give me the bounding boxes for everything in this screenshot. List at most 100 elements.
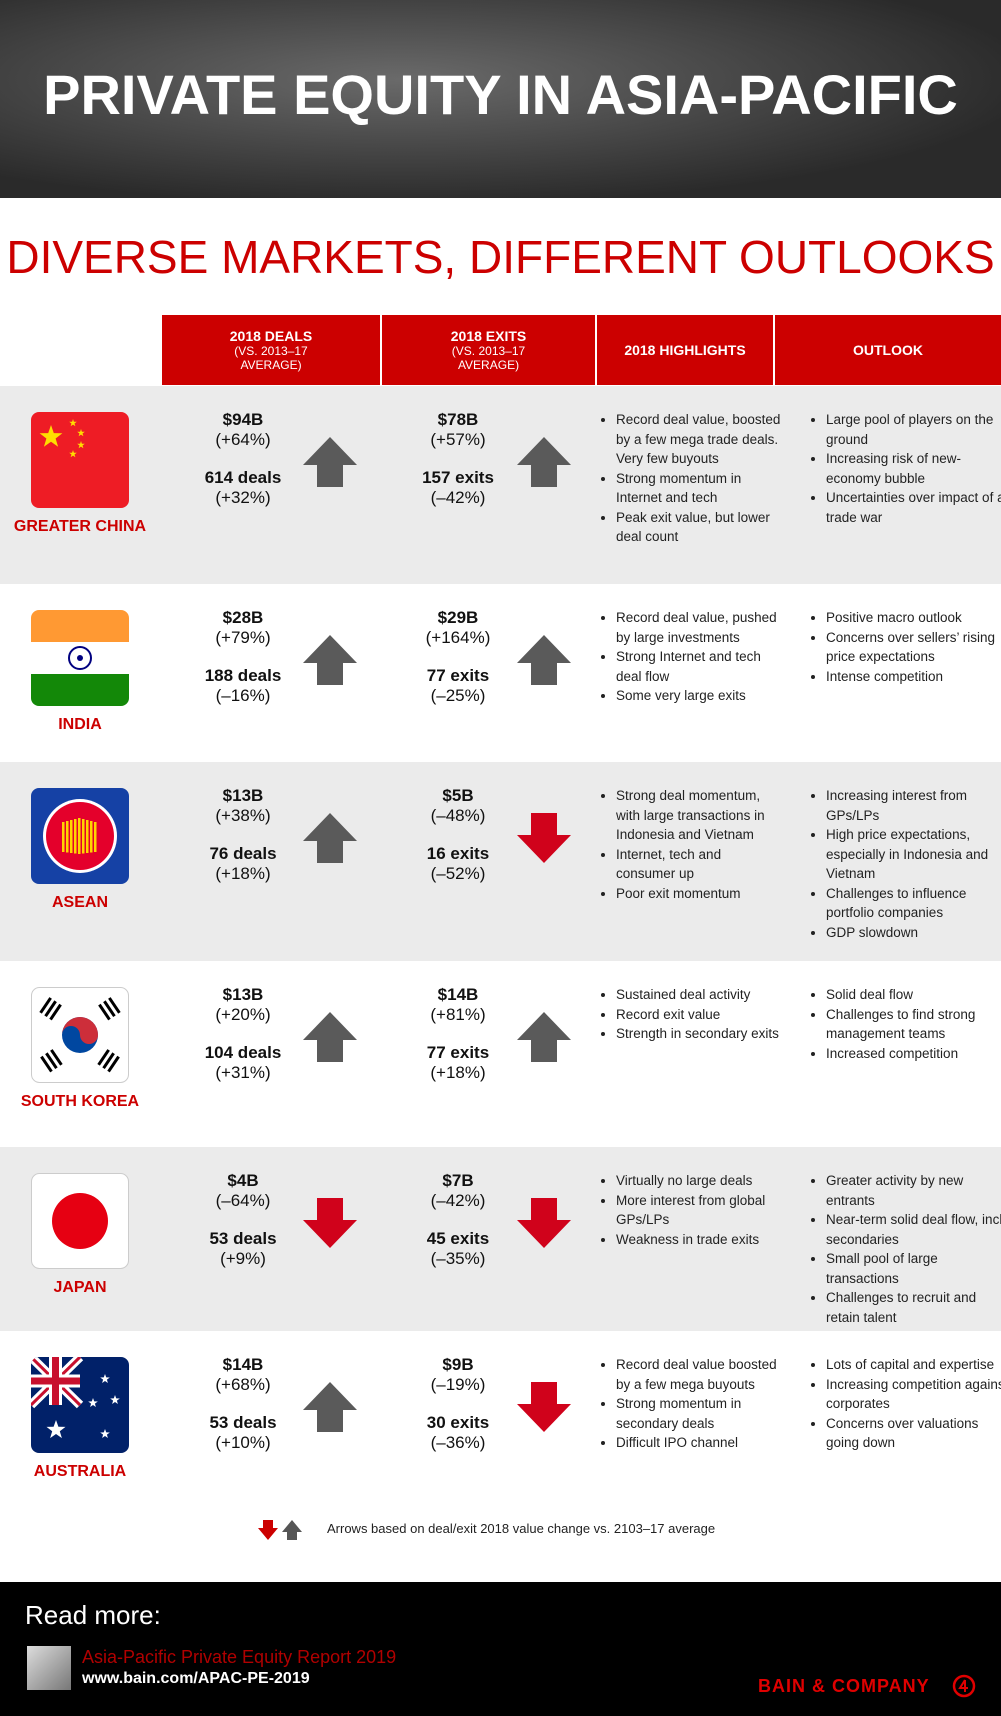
outlook-item: Solid deal flow — [826, 985, 1001, 1005]
exits-text: (–42%) — [430, 1191, 486, 1210]
outlook-item: Near-term solid deal flow, incl. seconda… — [826, 1210, 1001, 1249]
report-link[interactable]: Asia-Pacific Private Equity Report 2019 — [82, 1647, 397, 1667]
brand: BAIN & COMPANY — [758, 1676, 930, 1696]
arrow-up — [517, 635, 571, 685]
exits-text: (+57%) — [430, 430, 486, 449]
arrow-up — [303, 1012, 357, 1062]
highlight-item: Strong deal momentum, with large transac… — [616, 786, 784, 845]
deals-text: 76 deals — [209, 844, 277, 863]
exits-text: 77 exits — [426, 666, 490, 685]
column-note: (VS. 2013–17 AVERAGE) — [234, 344, 308, 372]
flag — [31, 1357, 129, 1453]
column-header: 2018 DEALS (VS. 2013–17 AVERAGE) — [162, 315, 380, 385]
exits-text: $29B — [437, 608, 479, 627]
exits-text: 30 exits — [426, 1413, 490, 1432]
highlight-item: Record deal value boosted by a few mega … — [616, 1355, 784, 1394]
highlight-item: Difficult IPO channel — [616, 1433, 784, 1453]
outlook-item: GDP slowdown — [826, 923, 1001, 943]
column-header: OUTLOOK — [775, 315, 1001, 385]
highlight-item: Internet, tech and consumer up — [616, 845, 784, 884]
arrow-up — [303, 437, 357, 487]
arrow-shape — [517, 813, 571, 863]
arrow-shape — [517, 1198, 571, 1248]
outlook-item: Challenges to find strong management tea… — [826, 1005, 1001, 1044]
exits-text: 16 exits — [426, 844, 490, 863]
highlight-item: Poor exit momentum — [616, 884, 784, 904]
outlook-list: Lots of capital and expertiseIncreasing … — [814, 1355, 1001, 1453]
outlook-list: Solid deal flowChallenges to find strong… — [814, 985, 1001, 1063]
flag — [31, 412, 129, 508]
outlook-item: High price expectations, especially in I… — [826, 825, 1001, 884]
arrow-shape — [303, 1382, 357, 1432]
deals-text: (+9%) — [220, 1249, 266, 1268]
arrow-shape — [517, 1382, 571, 1432]
highlights-list: Strong deal momentum, with large transac… — [604, 786, 784, 903]
arrow-shape — [303, 437, 357, 487]
highlight-item: Record deal value, boosted by a few mega… — [616, 410, 784, 469]
column-title: 2018 EXITS — [450, 328, 527, 344]
arrow-shape — [517, 635, 571, 685]
column-header: 2018 HIGHLIGHTS — [597, 315, 773, 385]
legend-arrows — [258, 1520, 302, 1540]
outlook-item: Intense competition — [826, 667, 1001, 687]
arrow-up — [303, 813, 357, 863]
deals-text: (+32%) — [215, 488, 271, 507]
deals-text: 104 deals — [204, 1043, 282, 1062]
table-row: SOUTH KOREA $13B (+20%) 104 deals (+31%) $14B… — [0, 961, 1001, 1147]
exits-text: (–19%) — [430, 1375, 486, 1394]
arrow-down — [517, 1198, 571, 1248]
highlights-list: Sustained deal activityRecord exit value… — [604, 985, 784, 1044]
exits-text: 157 exits — [422, 468, 494, 487]
deals-text: (+18%) — [215, 864, 271, 883]
read-more: Read more: — [25, 1600, 161, 1630]
outlook-item: Concerns over valuations going down — [826, 1414, 1001, 1453]
brand-logo — [952, 1674, 976, 1698]
table-row: JAPAN $4B (–64%) 53 deals (+9%) $7B (–42%) 45 e… — [0, 1147, 1001, 1331]
exits-text: $9B — [442, 1355, 474, 1374]
outlook-item: Uncertainties over impact of a trade war — [826, 488, 1001, 527]
country-name: INDIA — [58, 716, 102, 733]
outlook-item: Increasing risk of new-economy bubble — [826, 449, 1001, 488]
flag — [31, 610, 129, 706]
flag — [31, 788, 129, 884]
outlook-item: Challenges to recruit and retain talent — [826, 1288, 1001, 1327]
outlook-list: Greater activity by new entrantsNear-ter… — [814, 1171, 1001, 1327]
column-title: 2018 HIGHLIGHTS — [624, 342, 746, 358]
exits-text: (+81%) — [430, 1005, 486, 1024]
outlook-item: Large pool of players on the ground — [826, 410, 1001, 449]
table-row: GREATER CHINA $94B (+64%) 614 deals (+32%) $7… — [0, 386, 1001, 584]
column-note: (VS. 2013–17 AVERAGE) — [451, 344, 526, 372]
table-row: ASEAN $13B (+38%) 76 deals (+18%) $5B (–48%) 16… — [0, 762, 1001, 961]
outlook-list: Large pool of players on the groundIncre… — [814, 410, 1001, 527]
deals-text: 53 deals — [209, 1413, 277, 1432]
highlights-list: Record deal value boosted by a few mega … — [604, 1355, 784, 1453]
arrow-down — [517, 1382, 571, 1432]
header-band — [0, 0, 1001, 198]
arrow-up — [517, 1012, 571, 1062]
outlook-item: Increasing competition against corporate… — [826, 1375, 1001, 1414]
highlight-item: More interest from global GPs/LPs — [616, 1191, 784, 1230]
outlook-item: Lots of capital and expertise — [826, 1355, 1001, 1375]
deals-text: (–16%) — [215, 686, 271, 705]
highlight-item: Record exit value — [616, 1005, 784, 1025]
arrow-shape — [303, 1012, 357, 1062]
outlook-item: Greater activity by new entrants — [826, 1171, 1001, 1210]
legend-note: Arrows based on deal/exit 2018 value cha… — [327, 1521, 716, 1536]
footer — [0, 1582, 1001, 1716]
deals-text: (+64%) — [215, 430, 271, 449]
outlook-item: Small pool of large transactions — [826, 1249, 1001, 1288]
highlight-item: Strong momentum in Internet and tech — [616, 469, 784, 508]
deals-text: (+20%) — [215, 1005, 271, 1024]
deals-text: $13B — [222, 985, 264, 1004]
table-row: AUSTRALIA $14B (+68%) 53 deals (+10%) $9B (–19… — [0, 1331, 1001, 1519]
deals-text: 53 deals — [209, 1229, 277, 1248]
highlights-list: Record deal value, pushed by large inves… — [604, 608, 784, 706]
country-name: SOUTH KOREA — [20, 1093, 140, 1110]
deals-text: 614 deals — [204, 468, 282, 487]
highlight-item: Strength in secondary exits — [616, 1024, 784, 1044]
url[interactable]: www.bain.com/APAC-PE-2019 — [82, 1670, 310, 1687]
deals-text: (–64%) — [215, 1191, 271, 1210]
arrow-shape — [303, 635, 357, 685]
deals-text: (+79%) — [215, 628, 271, 647]
